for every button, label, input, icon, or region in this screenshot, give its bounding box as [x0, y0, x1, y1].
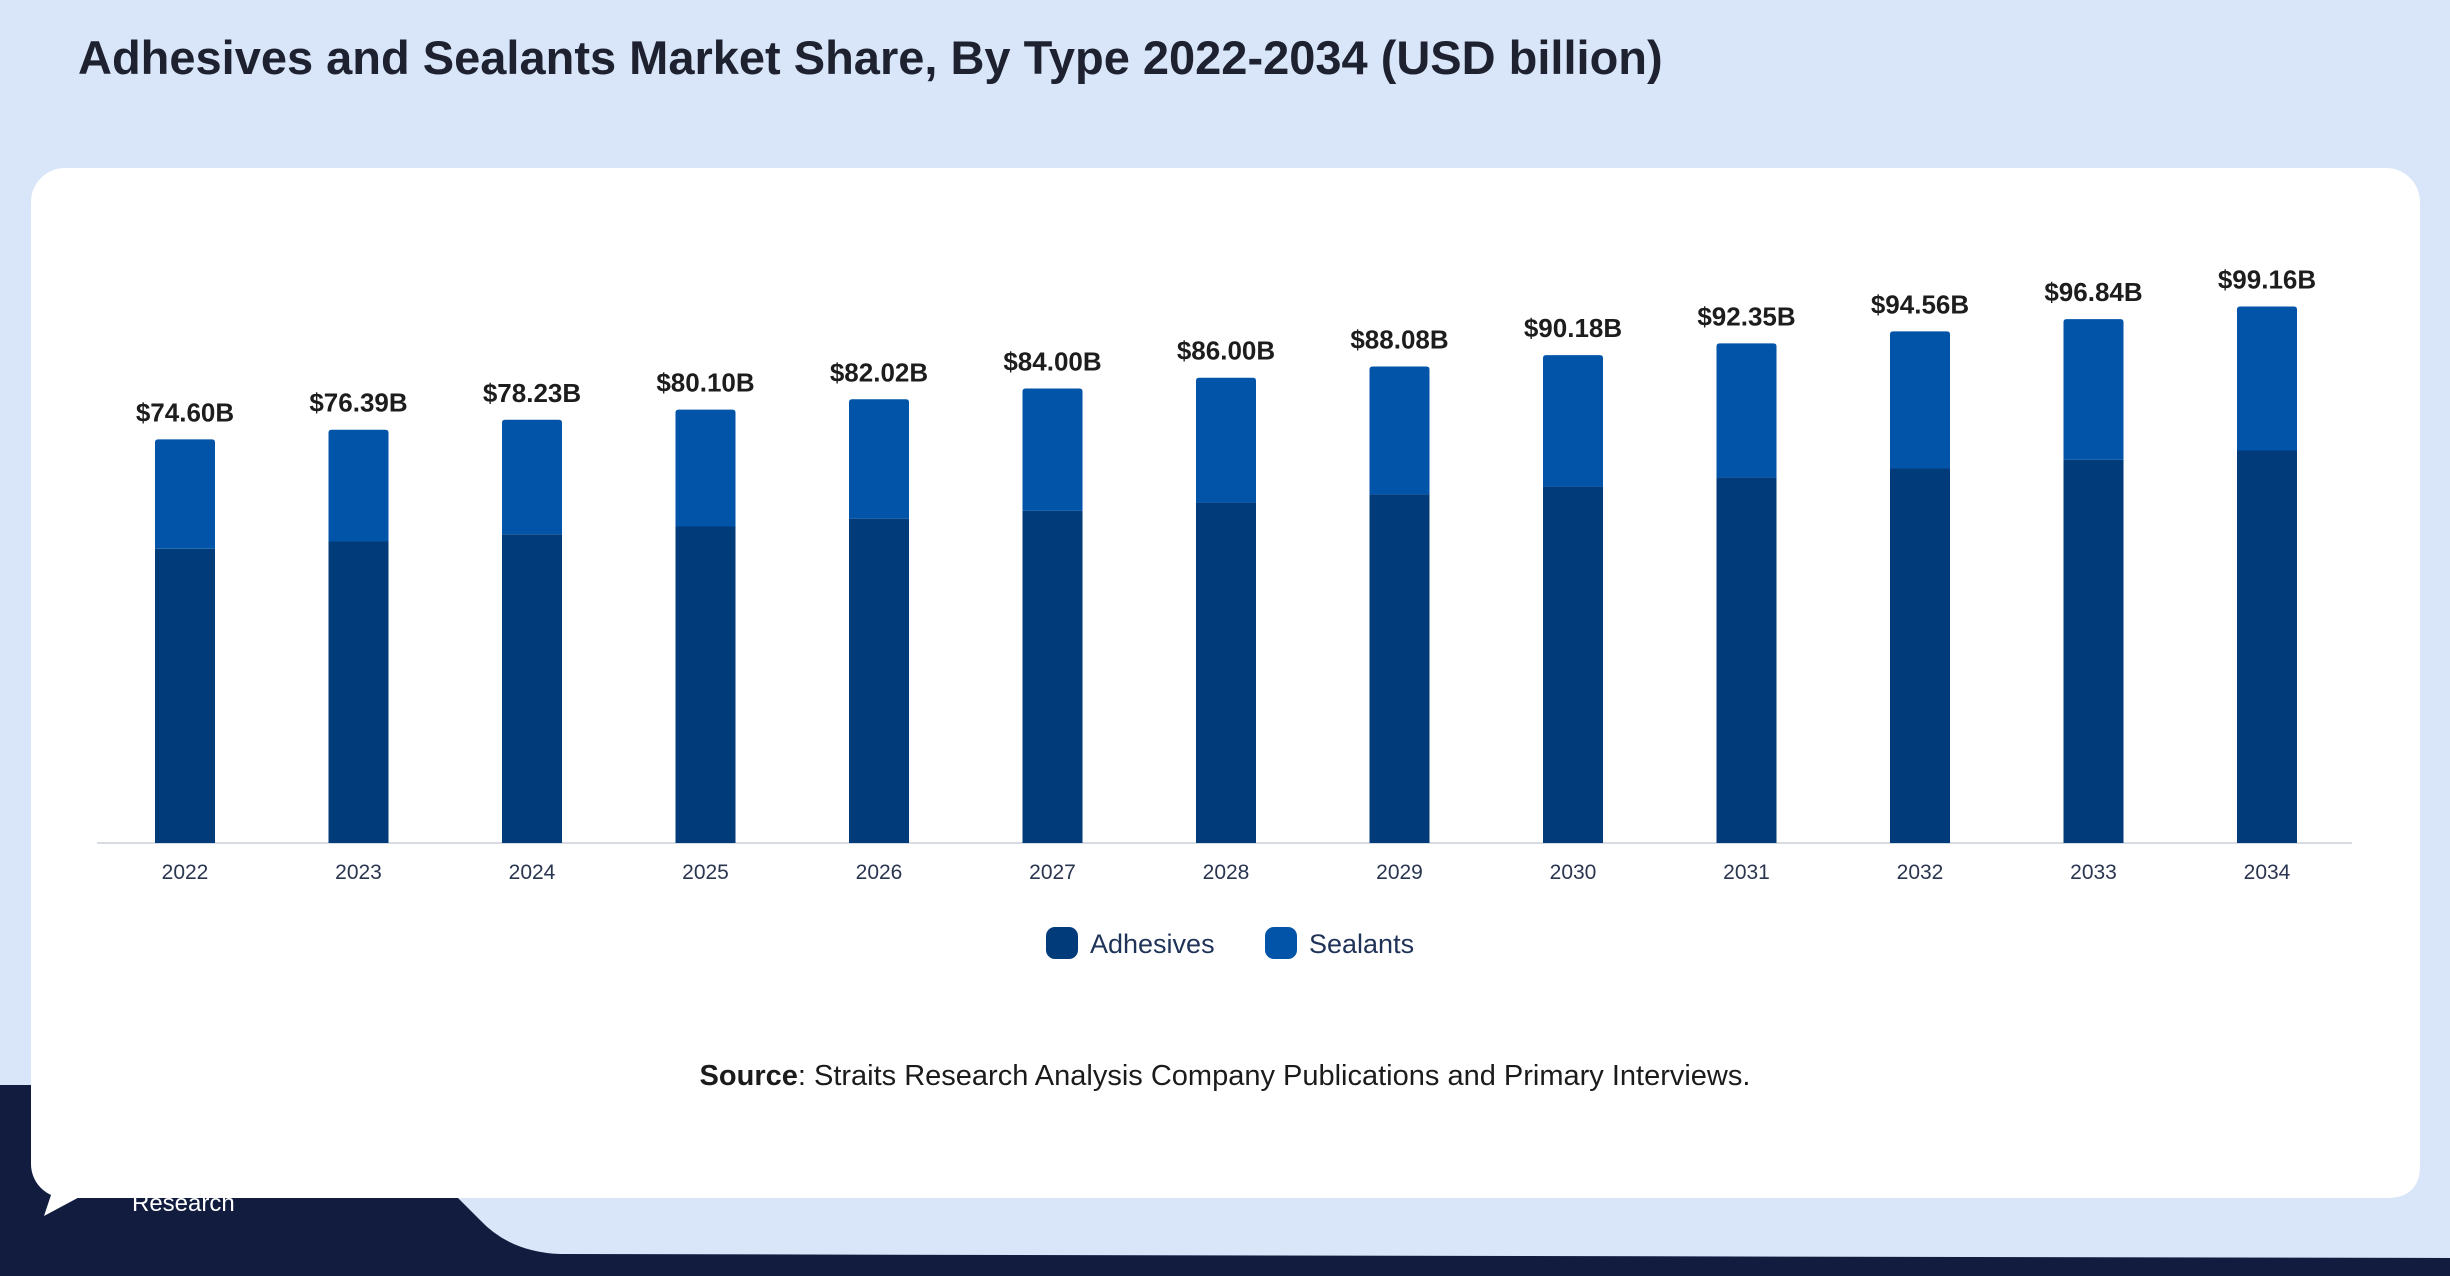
bar-sealants-2032 — [1890, 331, 1950, 469]
source-note: Source: Straits Research Analysis Compan… — [0, 1060, 2450, 1093]
total-label: $92.35B — [1697, 301, 1795, 331]
bar-sealants-2034 — [2237, 306, 2297, 451]
total-label: $76.39B — [309, 388, 407, 418]
bar-adhesives-2033 — [2063, 459, 2124, 843]
x-tick-label: 2034 — [2244, 861, 2291, 884]
bar-adhesives-2026 — [849, 518, 909, 843]
total-label: $86.00B — [1177, 336, 1275, 366]
bar-sealants-2029 — [1369, 366, 1430, 495]
bar-sealants-2033 — [2063, 319, 2124, 460]
chart-card: $74.60B 2022 $76.39B 2023 $78.23B 2024 $80.10B… — [31, 168, 2420, 1198]
x-tick-label: 2033 — [2070, 861, 2117, 884]
source-label: Source — [699, 1060, 798, 1092]
total-label: $80.10B — [656, 368, 754, 398]
bar-adhesives-2032 — [1890, 468, 1950, 843]
bar-adhesives-2027 — [1022, 510, 1083, 843]
straits-arrow-icon — [38, 1134, 114, 1216]
legend-swatch-adhesives — [1046, 927, 1078, 959]
bar-adhesives-2023 — [328, 541, 389, 843]
source-text: : Straits Research Analysis Company Publ… — [797, 1060, 1751, 1092]
bar-adhesives-2029 — [1369, 494, 1430, 843]
bar-sealants-2022 — [155, 439, 215, 549]
total-label: $84.00B — [1003, 347, 1101, 377]
total-label: $88.08B — [1350, 324, 1448, 354]
x-tick-label: 2027 — [1029, 861, 1076, 884]
total-label: $74.60B — [136, 397, 234, 427]
x-tick-label: 2028 — [1203, 861, 1250, 884]
total-label: $94.56B — [1871, 289, 1969, 319]
x-tick-label: 2026 — [856, 861, 903, 884]
bar-adhesives-2031 — [1716, 477, 1777, 843]
x-tick-label: 2032 — [1897, 861, 1944, 884]
total-label: $82.02B — [830, 357, 928, 387]
x-tick-label: 2023 — [335, 861, 382, 884]
x-tick-label: 2030 — [1550, 861, 1597, 884]
legend-label-adhesives: Adhesives — [1090, 929, 1215, 959]
chart-title: Adhesives and Sealants Market Share, By … — [78, 31, 1663, 84]
logo-subtitle: Research — [132, 1190, 235, 1217]
brand-logo: Straits Research — [36, 1123, 311, 1225]
x-tick-label: 2025 — [682, 861, 729, 884]
legend-label-sealants: Sealants — [1309, 929, 1414, 959]
x-tick-label: 2031 — [1723, 861, 1770, 884]
bar-sealants-2024 — [502, 419, 562, 535]
bar-sealants-2025 — [675, 409, 736, 527]
x-tick-label: 2029 — [1376, 861, 1423, 884]
x-tick-label: 2024 — [509, 861, 556, 884]
bar-adhesives-2022 — [155, 548, 215, 843]
bar-adhesives-2028 — [1196, 502, 1256, 843]
bar-sealants-2028 — [1196, 377, 1256, 503]
legend-swatch-sealants — [1265, 927, 1297, 959]
logo-name: Straits — [130, 1123, 311, 1190]
bar-adhesives-2024 — [502, 534, 562, 843]
bar-sealants-2030 — [1543, 355, 1603, 487]
bar-sealants-2031 — [1716, 343, 1777, 478]
stacked-bar-chart: $74.60B 2022 $76.39B 2023 $78.23B 2024 $80.10B… — [97, 265, 2352, 959]
x-tick-label: 2022 — [162, 861, 209, 884]
total-label: $99.16B — [2218, 265, 2316, 295]
total-label: $96.84B — [2044, 277, 2142, 307]
bar-adhesives-2034 — [2237, 450, 2297, 843]
bar-sealants-2026 — [849, 399, 909, 519]
bar-adhesives-2025 — [675, 526, 736, 843]
bar-sealants-2023 — [328, 429, 389, 542]
total-label: $78.23B — [483, 378, 581, 408]
total-label: $90.18B — [1524, 313, 1622, 343]
bar-adhesives-2030 — [1543, 486, 1603, 843]
bar-sealants-2027 — [1022, 388, 1083, 511]
